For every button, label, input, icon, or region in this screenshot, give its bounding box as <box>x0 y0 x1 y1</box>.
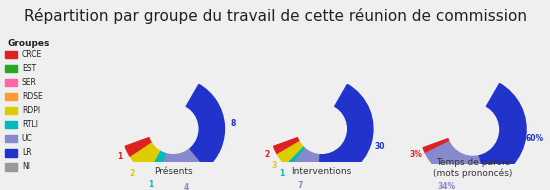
Text: 7: 7 <box>297 180 302 190</box>
FancyBboxPatch shape <box>5 93 17 101</box>
Text: 4: 4 <box>184 183 189 190</box>
Text: SER: SER <box>22 78 37 87</box>
Title: Interventions: Interventions <box>292 167 352 176</box>
Text: LR: LR <box>22 148 31 157</box>
FancyBboxPatch shape <box>5 79 17 86</box>
Text: EST: EST <box>22 64 36 73</box>
Text: RTLI: RTLI <box>22 120 38 129</box>
Text: 2: 2 <box>265 150 270 159</box>
Wedge shape <box>286 146 306 168</box>
Text: 3: 3 <box>272 162 277 170</box>
Text: UC: UC <box>22 134 32 143</box>
Text: 8: 8 <box>231 119 236 128</box>
FancyBboxPatch shape <box>5 135 17 142</box>
Text: RDSE: RDSE <box>22 92 42 101</box>
Circle shape <box>148 104 198 153</box>
Text: 2: 2 <box>130 169 135 178</box>
Text: 60%: 60% <box>526 134 544 143</box>
Text: 30: 30 <box>375 142 385 151</box>
Wedge shape <box>125 137 153 157</box>
Text: 1: 1 <box>148 180 153 189</box>
Circle shape <box>448 104 498 155</box>
FancyBboxPatch shape <box>5 163 17 171</box>
Text: 1: 1 <box>279 169 284 178</box>
Text: 34%: 34% <box>438 182 456 190</box>
FancyBboxPatch shape <box>5 121 17 128</box>
Text: 3%: 3% <box>409 150 422 159</box>
Wedge shape <box>185 84 224 168</box>
Wedge shape <box>426 141 486 183</box>
Circle shape <box>297 104 346 153</box>
Text: CRCE: CRCE <box>22 50 42 59</box>
FancyBboxPatch shape <box>5 51 17 58</box>
Title: Présents: Présents <box>154 167 192 176</box>
FancyBboxPatch shape <box>5 107 17 114</box>
Wedge shape <box>318 84 373 180</box>
FancyBboxPatch shape <box>5 65 17 72</box>
Wedge shape <box>131 142 162 174</box>
Wedge shape <box>274 137 300 155</box>
Wedge shape <box>423 138 450 154</box>
FancyBboxPatch shape <box>5 149 17 157</box>
Text: NI: NI <box>22 162 30 171</box>
Wedge shape <box>289 148 320 180</box>
Text: Répartition par groupe du travail de cette réunion de commission: Répartition par groupe du travail de cet… <box>24 8 526 24</box>
Wedge shape <box>160 148 206 180</box>
Text: RDPI: RDPI <box>22 106 40 115</box>
Text: 1: 1 <box>117 152 122 161</box>
Text: Groupes: Groupes <box>8 39 50 48</box>
Wedge shape <box>479 84 526 181</box>
Wedge shape <box>278 141 305 165</box>
Title: Temps de parole
(mots prononcés): Temps de parole (mots prononcés) <box>433 158 513 178</box>
Wedge shape <box>148 150 167 178</box>
